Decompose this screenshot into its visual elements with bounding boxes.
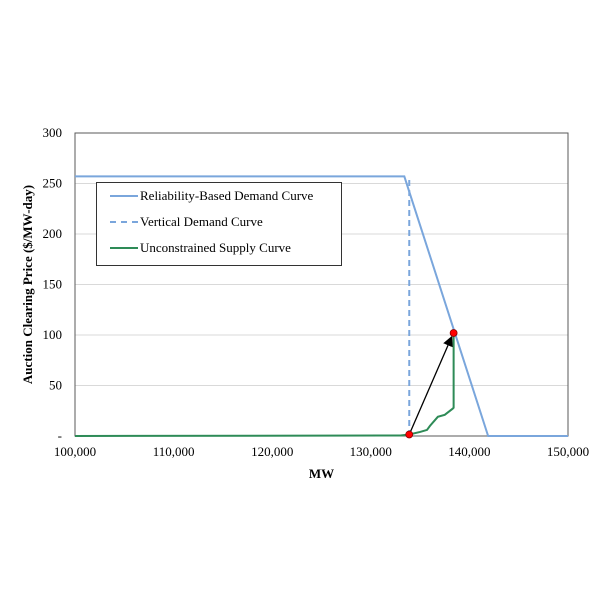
y-tick-label: 250 — [43, 176, 63, 191]
legend-item: Reliability-Based Demand Curve — [97, 183, 341, 209]
y-tick-label: 200 — [43, 226, 63, 241]
y-tick-label: - — [58, 428, 62, 443]
y-tick-label: 300 — [43, 125, 63, 140]
legend-label: Reliability-Based Demand Curve — [140, 188, 314, 203]
x-tick-label: 140,000 — [448, 444, 490, 459]
series-line-2 — [74, 332, 455, 437]
x-axis-label: MW — [309, 466, 334, 481]
legend-label: Vertical Demand Curve — [140, 214, 263, 229]
x-tick-label: 120,000 — [251, 444, 293, 459]
marker-point — [449, 329, 458, 337]
legend-swatch — [110, 195, 138, 197]
legend-label: Unconstrained Supply Curve — [140, 240, 291, 255]
series-line-0 — [75, 175, 568, 437]
y-axis-label: Auction Clearing Price ($/MW-day) — [20, 185, 35, 384]
legend-item: Vertical Demand Curve — [97, 209, 341, 235]
x-tick-label: 100,000 — [54, 444, 96, 459]
y-tick-label: 100 — [43, 327, 63, 342]
legend: Reliability-Based Demand Curve Vertical D… — [96, 182, 342, 266]
x-tick-label: 110,000 — [153, 444, 195, 459]
marker-point — [405, 430, 414, 439]
legend-item: Unconstrained Supply Curve — [97, 235, 341, 261]
y-tick-label: 150 — [43, 277, 63, 292]
legend-swatch — [110, 221, 138, 223]
arrow-annotation — [408, 335, 453, 435]
x-tick-label: 150,000 — [547, 444, 589, 459]
x-tick-label: 130,000 — [350, 444, 392, 459]
y-tick-label: 50 — [49, 378, 62, 393]
legend-swatch — [110, 247, 138, 249]
